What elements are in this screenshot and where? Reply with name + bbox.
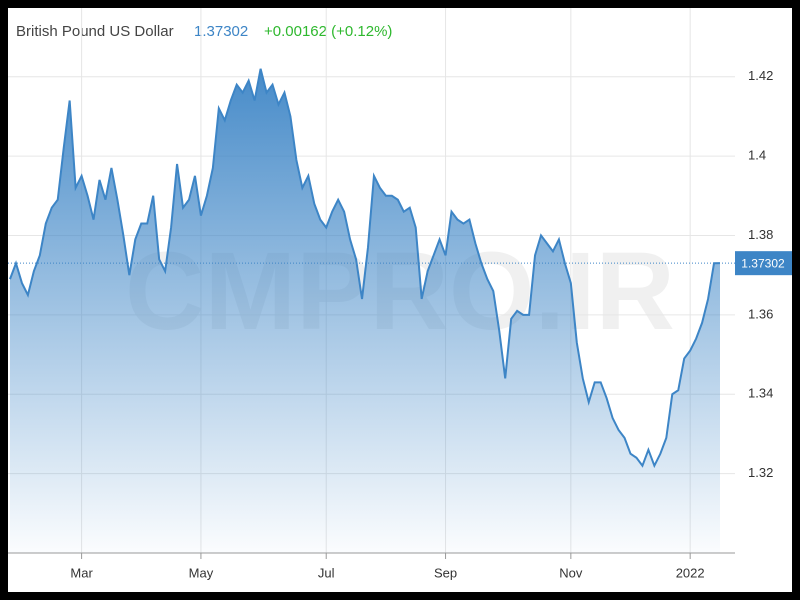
x-tick-label: Jul xyxy=(318,565,335,580)
area xyxy=(10,68,720,553)
y-tick-label: 1.32 xyxy=(748,465,773,480)
y-tick-label: 1.42 xyxy=(748,68,773,83)
change: +0.00162 (+0.12%) xyxy=(264,23,392,40)
y-tick-label: 1.38 xyxy=(748,227,773,242)
x-tick-label: 2022 xyxy=(676,565,705,580)
y-tick-label: 1.36 xyxy=(748,306,773,321)
x-tick-label: Mar xyxy=(70,565,93,580)
chart-title: British Pound US Dollar xyxy=(16,23,174,40)
y-tick-label: 1.34 xyxy=(748,386,773,401)
x-tick-label: Sep xyxy=(434,565,457,580)
y-tick-label: 1.4 xyxy=(748,148,766,163)
x-tick-label: May xyxy=(189,565,214,580)
price-tag-label: 1.37302 xyxy=(741,256,785,270)
price-tag xyxy=(735,251,792,276)
price: 1.37302 xyxy=(194,23,248,40)
line xyxy=(9,68,721,469)
x-tick-label: Nov xyxy=(559,565,583,580)
